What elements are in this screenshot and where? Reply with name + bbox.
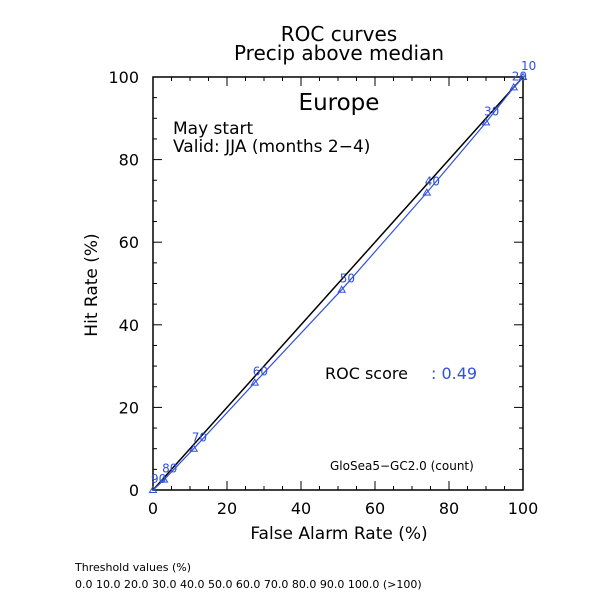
x-tick-label: 100 [508,499,539,518]
roc-point-marker [250,378,260,386]
roc-point-marker [189,444,199,452]
roc-score-value: : 0.49 [431,364,477,383]
x-tick-label: 40 [291,499,311,518]
threshold-point-label: 70 [192,431,207,445]
y-tick-label: 80 [119,151,139,170]
threshold-point-label: 50 [340,272,355,286]
roc-point-marker [148,485,158,493]
y-tick-label: 100 [108,68,139,87]
roc-curve-line [152,76,524,491]
roc-point-marker [509,82,519,91]
model-label: GloSea5−GC2.0 (count) [330,459,474,473]
x-tick-label: 0 [148,499,158,518]
region-label: Europe [299,90,380,116]
roc-point-marker [518,72,528,80]
roc-point-marker [481,117,491,126]
threshold-values: 0.0 10.0 20.0 30.0 40.0 50.0 60.0 70.0 8… [75,578,422,591]
roc-point-marker [422,188,432,196]
threshold-point-label: 10 [521,59,536,73]
x-axis-label: False Alarm Rate (%) [250,524,427,544]
threshold-point-label: 30 [484,104,499,118]
x-tick-label: 20 [217,499,237,518]
threshold-title: Threshold values (%) [75,561,192,574]
threshold-point-label: 40 [425,175,440,189]
reference-diagonal-line [152,76,524,491]
roc-score-label: ROC score [325,364,408,383]
axis-tick-labels: 0 20 40 60 80 100 0 20 40 60 80 100 [108,68,538,518]
x-tick-label: 60 [365,499,385,518]
roc-point-marker [337,285,347,293]
y-tick-label: 60 [119,233,139,252]
threshold-point-label: 60 [253,365,268,379]
chart-title-line1: ROC curves [281,22,397,46]
start-label: May start [173,119,253,139]
roc-point-marker [159,475,169,483]
axis-ticks [152,76,524,491]
y-tick-label: 20 [119,398,139,417]
y-axis-label: Hit Rate (%) [82,233,102,336]
y-tick-label: 0 [129,481,139,500]
y-tick-label: 40 [119,316,139,335]
x-tick-label: 80 [439,499,459,518]
threshold-point-label: 80 [162,462,177,476]
valid-label: Valid: JJA (months 2−4) [173,137,370,157]
chart-title-line2: Precip above median [234,41,444,65]
